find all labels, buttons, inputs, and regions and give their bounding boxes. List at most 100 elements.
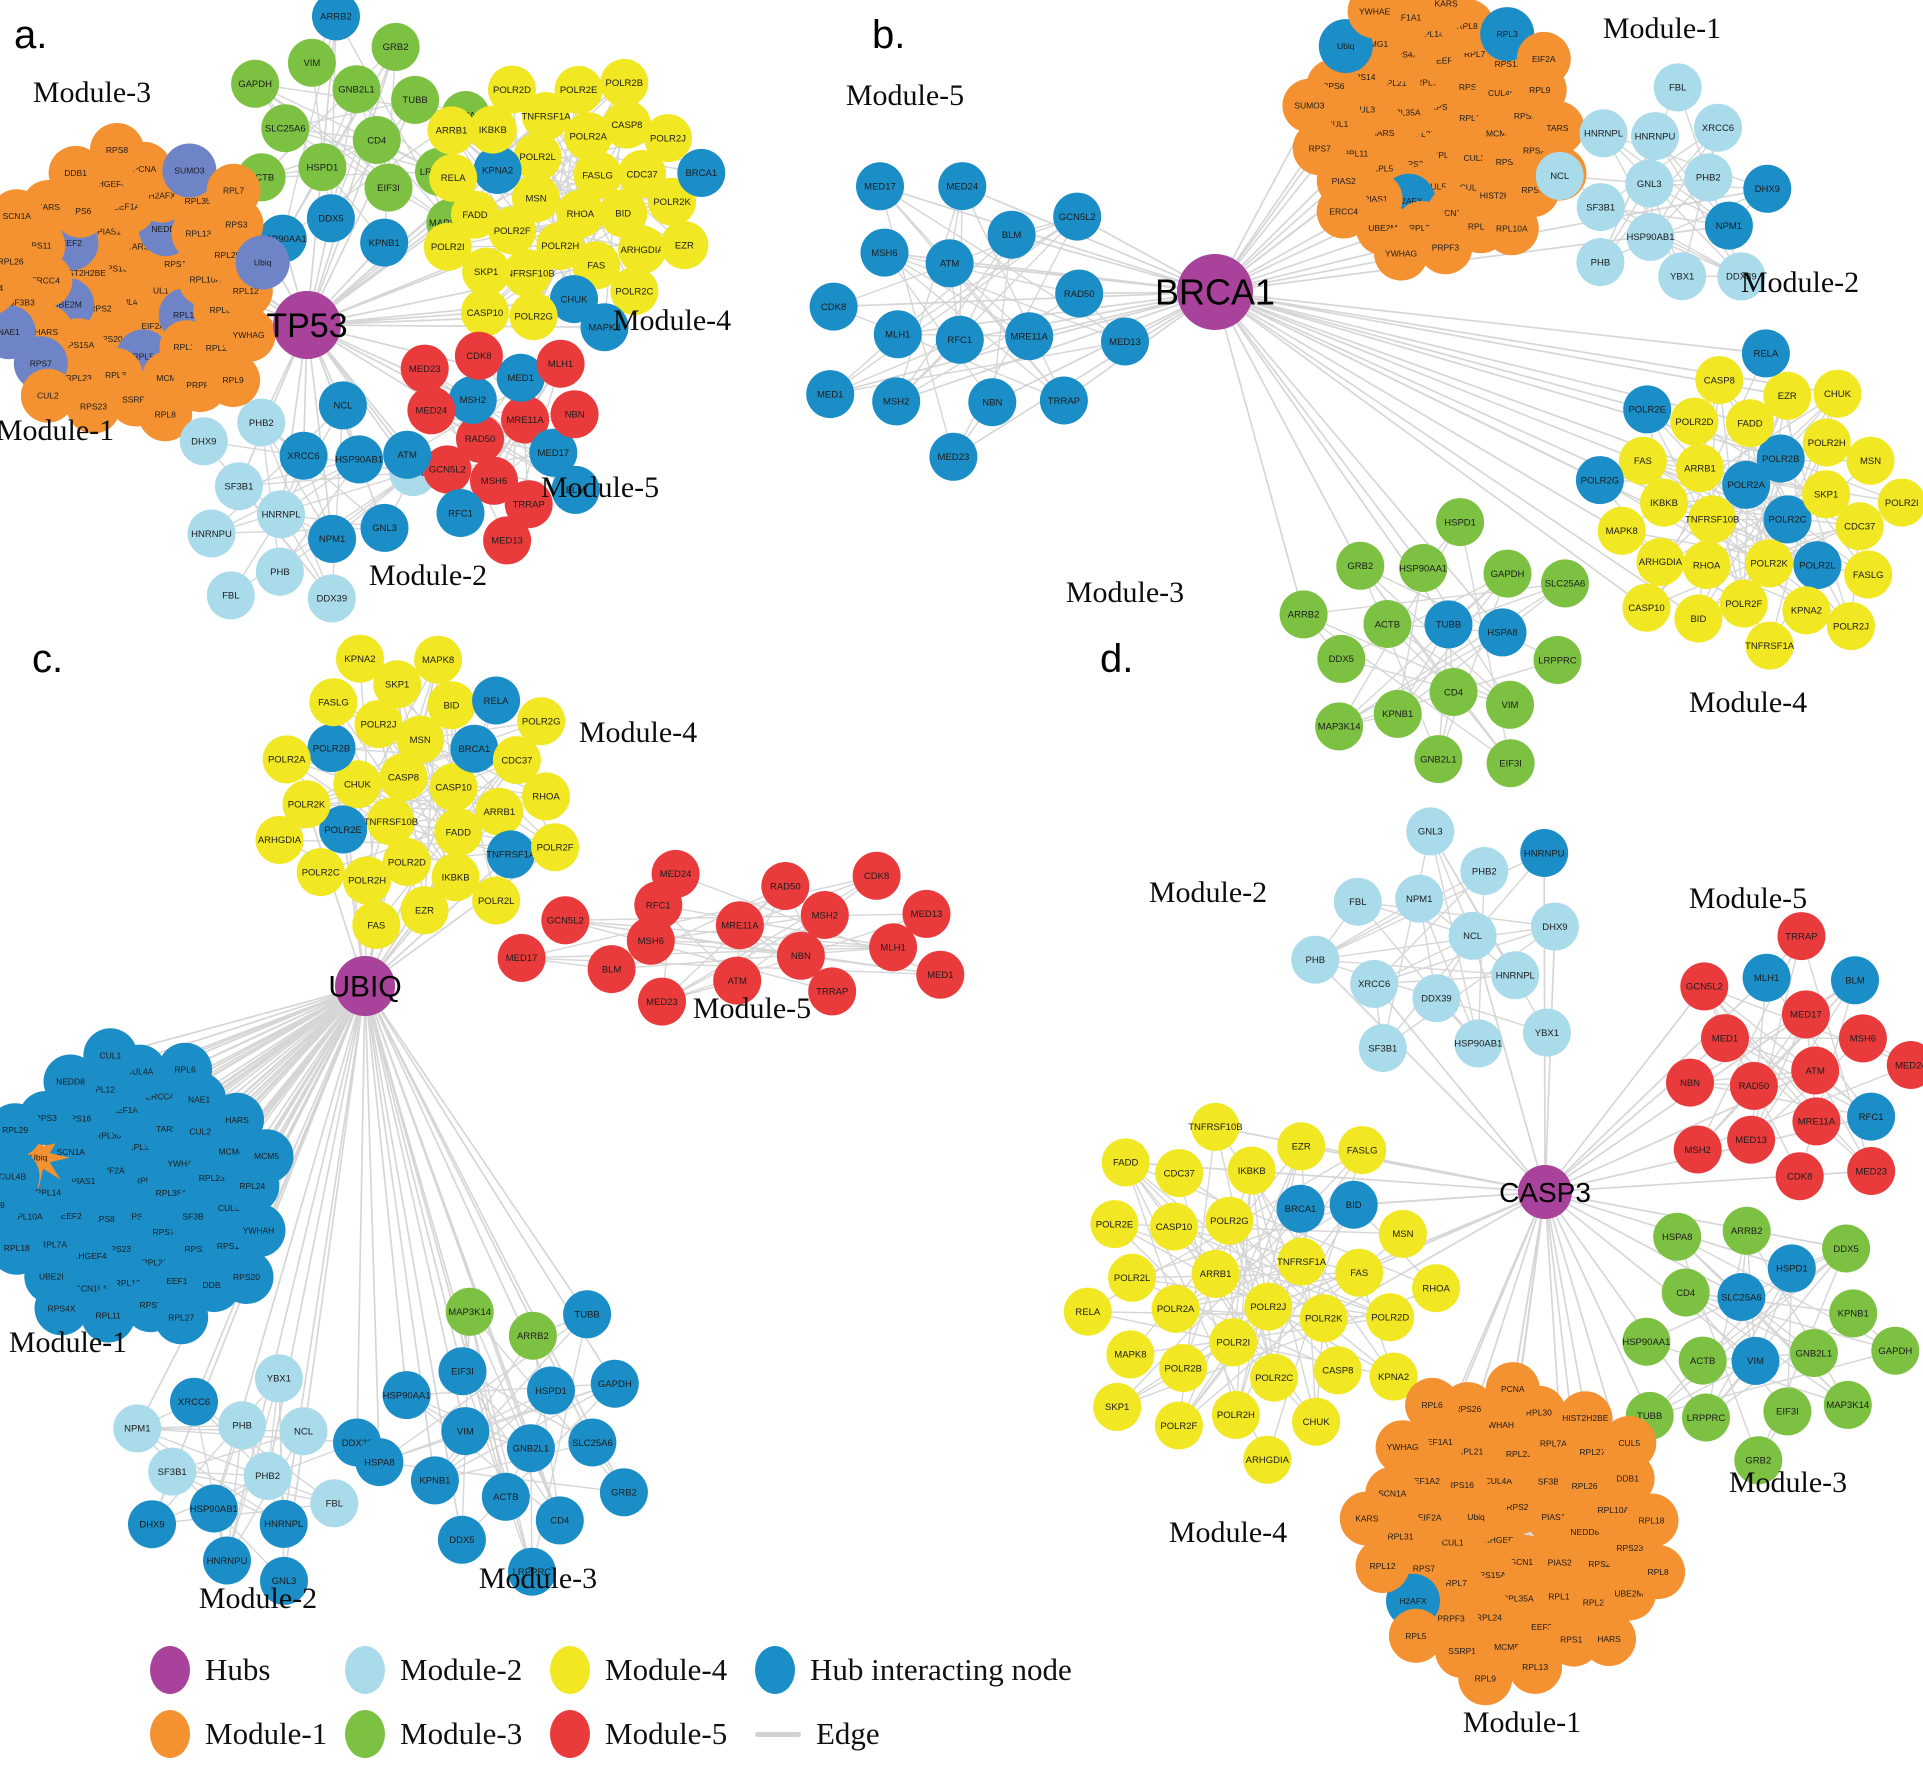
node-DDX5[interactable]: DDX5: [1317, 634, 1366, 683]
node-BID[interactable]: BID: [599, 189, 648, 238]
hub-UBIQ[interactable]: UBIQ: [328, 956, 402, 1016]
node-DHX9[interactable]: DHX9: [1743, 164, 1792, 213]
node-TNFRSF10B[interactable]: TNFRSF10B: [1685, 495, 1739, 544]
node-GCN5L2[interactable]: GCN5L2: [1680, 962, 1729, 1011]
node-TNFRSF10B[interactable]: TNFRSF10B: [500, 249, 555, 298]
node-MED23[interactable]: MED23: [1847, 1147, 1896, 1195]
node-ARRB2[interactable]: ARRB2: [1722, 1206, 1771, 1255]
node-MSH2[interactable]: MSH2: [800, 891, 849, 939]
node-FADD[interactable]: FADD: [1101, 1138, 1150, 1187]
node-FASLG[interactable]: FASLG: [309, 678, 358, 727]
node-RHOA[interactable]: RHOA: [522, 772, 570, 821]
hub-TP53[interactable]: TP53: [266, 291, 348, 359]
node-HSP90AB1[interactable]: HSP90AB1: [335, 435, 383, 484]
node-CASP8[interactable]: CASP8: [379, 753, 428, 802]
node-RFC1[interactable]: RFC1: [436, 489, 485, 537]
node-HSPD1[interactable]: HSPD1: [1436, 498, 1485, 547]
node-POLR2F[interactable]: POLR2F: [1154, 1401, 1203, 1450]
node-HNRNPU[interactable]: HNRNPU: [203, 1536, 251, 1585]
node-CDC37[interactable]: CDC37: [492, 736, 541, 785]
node-KPNA2[interactable]: KPNA2: [1369, 1352, 1418, 1401]
node-RPS4X[interactable]: RPS4X: [34, 1281, 89, 1336]
node-ACTB[interactable]: ACTB: [1363, 600, 1412, 648]
node-MED24[interactable]: MED24: [1886, 1041, 1923, 1089]
node-RAD50[interactable]: RAD50: [761, 862, 810, 910]
node-CDK8[interactable]: CDK8: [1775, 1152, 1824, 1201]
node-SLC25A6[interactable]: SLC25A6: [568, 1418, 617, 1467]
node-POLR2K[interactable]: POLR2K: [1299, 1294, 1348, 1343]
node-CHUK[interactable]: CHUK: [1292, 1397, 1341, 1446]
node-CDC37[interactable]: CDC37: [1835, 502, 1884, 551]
node-MED1[interactable]: MED1: [1701, 1014, 1749, 1063]
node-SF3B1[interactable]: SF3B1: [214, 462, 263, 511]
node-HSP90AB1[interactable]: HSP90AB1: [1626, 212, 1675, 261]
node-XRCC6[interactable]: XRCC6: [1350, 959, 1399, 1008]
node-ACTB[interactable]: ACTB: [481, 1472, 530, 1521]
node-HARS[interactable]: HARS: [210, 1092, 264, 1147]
node-RELA[interactable]: RELA: [1063, 1287, 1112, 1336]
node-RPL9[interactable]: RPL9: [1458, 1651, 1513, 1706]
node-POLR2G[interactable]: POLR2G: [517, 697, 566, 746]
node-FADD[interactable]: FADD: [434, 808, 483, 857]
node-POLR2G[interactable]: POLR2G: [1575, 456, 1624, 505]
node-SF3B1[interactable]: SF3B1: [1358, 1024, 1407, 1072]
node-FAS[interactable]: FAS: [1335, 1248, 1384, 1297]
node-NPM1[interactable]: NPM1: [113, 1404, 162, 1453]
node-MSH6[interactable]: MSH6: [470, 456, 518, 505]
node-MED23[interactable]: MED23: [400, 344, 449, 393]
node-NCL[interactable]: NCL: [1535, 151, 1584, 200]
node-NPM1[interactable]: NPM1: [1395, 874, 1444, 923]
node-EZR[interactable]: EZR: [400, 886, 449, 935]
node-DDX39[interactable]: DDX39: [307, 574, 356, 623]
node-POLR2K[interactable]: POLR2K: [648, 177, 697, 226]
node-HARS[interactable]: HARS: [1582, 1612, 1636, 1666]
node-MED24[interactable]: MED24: [938, 162, 987, 211]
node-POLR2E[interactable]: POLR2E: [319, 805, 368, 854]
node-YWHAG[interactable]: YWHAG: [221, 307, 276, 362]
node-POLR2D[interactable]: POLR2D: [382, 838, 431, 886]
node-HNRNPL[interactable]: HNRNPL: [1579, 109, 1628, 158]
node-ACTB[interactable]: ACTB: [1678, 1336, 1727, 1385]
node-RAD50[interactable]: RAD50: [456, 414, 504, 463]
node-RPL8[interactable]: RPL8: [1631, 1545, 1686, 1600]
node-CASP8[interactable]: CASP8: [602, 100, 651, 149]
node-BID[interactable]: BID: [1674, 594, 1723, 643]
node-SKP1[interactable]: SKP1: [373, 660, 422, 709]
node-KPNB1[interactable]: KPNB1: [410, 1456, 459, 1505]
node-POLR2D[interactable]: POLR2D: [1670, 397, 1719, 446]
node-RPL6[interactable]: RPL6: [158, 1042, 213, 1097]
node-EIF2A[interactable]: EIF2A: [1516, 31, 1571, 86]
node-POLR2C[interactable]: POLR2C: [1763, 495, 1812, 544]
node-POLR2D[interactable]: POLR2D: [488, 65, 536, 114]
node-POLR2G[interactable]: POLR2G: [509, 292, 558, 341]
node-FBL[interactable]: FBL: [310, 1479, 359, 1528]
node-TUBB[interactable]: TUBB: [563, 1290, 612, 1339]
node-HSP90AA1[interactable]: HSP90AA1: [1622, 1317, 1670, 1366]
node-YWHAH[interactable]: YWHAH: [231, 1203, 286, 1258]
node-FASLG[interactable]: FASLG: [573, 151, 622, 200]
node-YWHAG[interactable]: YWHAG: [1375, 1420, 1430, 1475]
node-RPL8[interactable]: RPL8: [138, 387, 193, 442]
node-BLM[interactable]: BLM: [987, 210, 1036, 259]
node-POLR2B[interactable]: POLR2B: [1159, 1344, 1208, 1392]
node-TRRAP[interactable]: TRRAP: [1039, 376, 1088, 425]
node-IKBKB[interactable]: IKBKB: [431, 853, 480, 902]
node-NCL[interactable]: NCL: [318, 381, 367, 430]
node-CHUK[interactable]: CHUK: [550, 275, 598, 324]
node-POLR2E[interactable]: POLR2E: [554, 65, 603, 114]
node-HSP90AB1[interactable]: HSP90AB1: [190, 1484, 238, 1533]
node-MSN[interactable]: MSN: [1378, 1209, 1427, 1258]
node-HSPD1[interactable]: HSPD1: [1767, 1244, 1816, 1293]
node-TUBB[interactable]: TUBB: [391, 75, 440, 124]
node-MED13[interactable]: MED13: [483, 516, 532, 565]
node-GNL3[interactable]: GNL3: [360, 503, 409, 552]
node-POLR2A[interactable]: POLR2A: [564, 112, 613, 161]
node-POLR2C[interactable]: POLR2C: [1250, 1353, 1299, 1402]
node-CASP8[interactable]: CASP8: [1695, 356, 1744, 405]
node-ARHGDIA[interactable]: ARHGDIA: [1243, 1435, 1292, 1484]
node-RPL18[interactable]: RPL18: [1624, 1493, 1679, 1548]
node-POLR2B[interactable]: POLR2B: [1756, 434, 1805, 483]
node-POLR2L[interactable]: POLR2L: [513, 132, 562, 181]
node-MSH6[interactable]: MSH6: [1838, 1014, 1887, 1063]
node-FASLG[interactable]: FASLG: [1844, 550, 1893, 599]
